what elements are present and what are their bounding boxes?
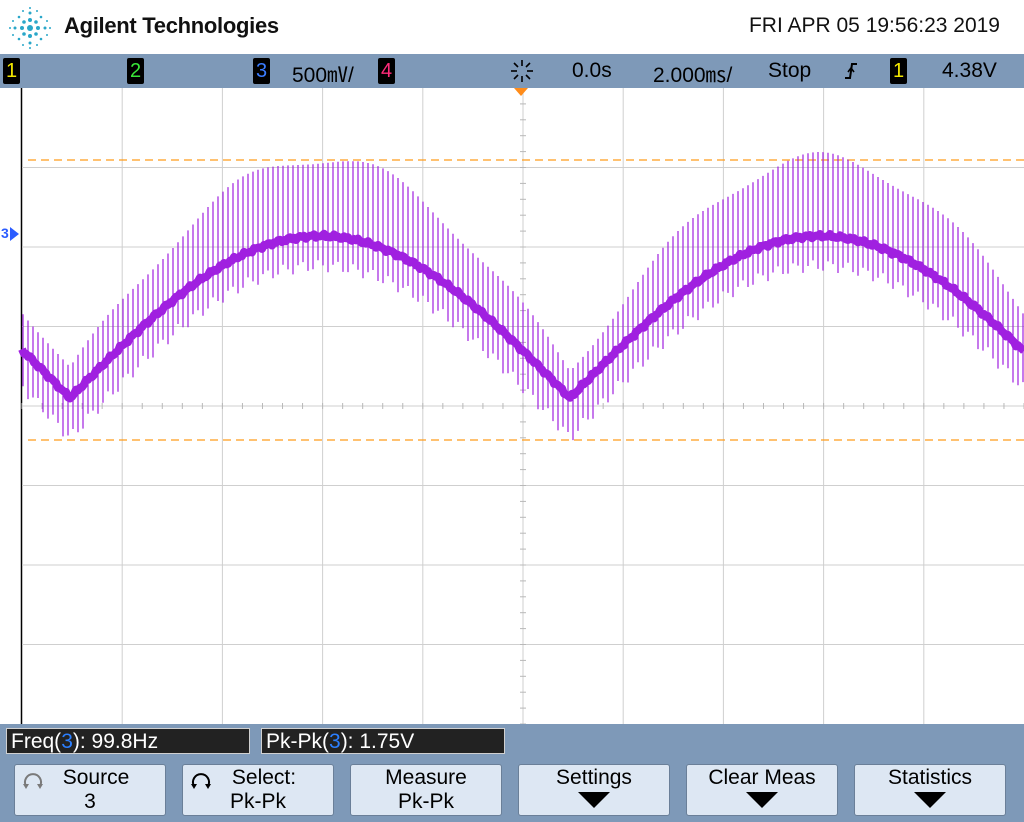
header: Agilent Technologies FRI APR 05 19:56:23…	[0, 0, 1024, 54]
rising-edge-trigger-icon	[845, 63, 857, 79]
waveform-display[interactable]: 3	[0, 87, 1024, 725]
channel-4-indicator[interactable]: 4	[378, 58, 395, 84]
down-arrow-icon	[914, 792, 946, 808]
source-softkey-value: 3	[84, 790, 96, 813]
source-softkey[interactable]: Source 3	[14, 764, 166, 816]
clear-meas-softkey[interactable]: Clear Meas	[686, 764, 838, 816]
source-softkey-label: Source	[62, 766, 130, 789]
rotate-knob-icon	[191, 773, 211, 789]
channel-1-indicator[interactable]: 1	[3, 58, 20, 84]
time-reference: 0.0s	[572, 59, 612, 82]
down-arrow-icon	[578, 792, 610, 808]
channel-3-ground-marker[interactable]: 3	[0, 224, 20, 244]
channel-3-indicator[interactable]: 3	[253, 58, 270, 84]
measure-softkey-label: Measure	[385, 766, 467, 789]
trigger-position-icon	[511, 60, 533, 82]
trigger-position-marker	[514, 88, 528, 96]
select-softkey-label: Select:	[231, 766, 297, 789]
channel-3-scale: 500㎷/	[292, 64, 354, 87]
time-scale: 2.000㎳/	[653, 64, 733, 87]
select-softkey[interactable]: Select: Pk-Pk	[182, 764, 334, 816]
measure-softkey[interactable]: Measure Pk-Pk	[350, 764, 502, 816]
peak-to-peak-measurement: Pk-Pk(3): 1.75V	[261, 728, 505, 754]
date-time: FRI APR 05 19:56:23 2019	[748, 14, 1000, 37]
frequency-measurement: Freq(3): 99.8Hz	[6, 728, 250, 754]
brand-name: Agilent Technologies	[64, 13, 279, 38]
measure-softkey-value: Pk-Pk	[397, 790, 454, 813]
statistics-softkey-label: Statistics	[887, 766, 973, 789]
channel-2-indicator[interactable]: 2	[127, 58, 144, 84]
status-bar: 1 2 3 500㎷/ 4 0.0s 2.000㎳/ Stop 1 4.38V	[0, 54, 1024, 88]
select-softkey-value: Pk-Pk	[229, 790, 286, 813]
measurement-panel: Freq(3): 99.8Hz Pk-Pk(3): 1.75V Source 3…	[0, 724, 1024, 822]
channel-3-trace	[18, 229, 1024, 403]
statistics-softkey[interactable]: Statistics	[854, 764, 1006, 816]
trigger-level: 4.38V	[942, 59, 997, 82]
down-arrow-icon	[746, 792, 778, 808]
trigger-source-indicator[interactable]: 1	[890, 58, 907, 84]
rotate-knob-icon	[23, 773, 43, 789]
clear-meas-softkey-label: Clear Meas	[708, 766, 816, 789]
settings-softkey-label: Settings	[556, 766, 632, 789]
agilent-spark-logo-icon	[9, 7, 51, 49]
ground-arrow-icon	[10, 227, 19, 241]
run-state[interactable]: Stop	[768, 59, 812, 82]
settings-softkey[interactable]: Settings	[518, 764, 670, 816]
waveform-graticule	[0, 87, 1024, 725]
